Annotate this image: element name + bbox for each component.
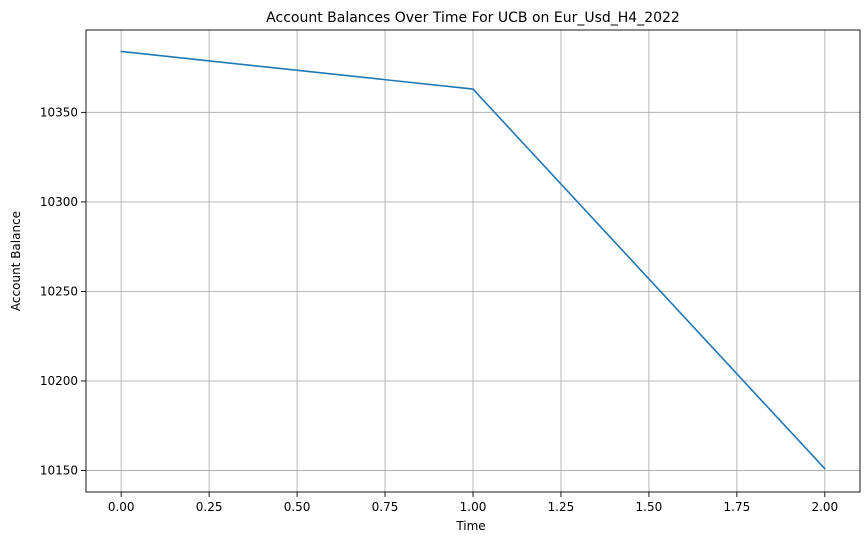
x-tick-label: 1.75 — [724, 500, 751, 514]
x-tick-label: 0.00 — [108, 500, 135, 514]
y-axis-label: Account Balance — [9, 211, 23, 311]
x-tick-label: 1.50 — [636, 500, 663, 514]
x-tick-label: 0.75 — [372, 500, 399, 514]
x-axis: 0.00 0.25 0.50 0.75 1.00 1.25 1.50 1.75 2.00 — [108, 492, 838, 514]
x-axis-label: Time — [455, 519, 485, 533]
series-layer — [120, 50, 826, 470]
x-tick-label: 1.00 — [460, 500, 487, 514]
y-tick-label: 10300 — [40, 195, 78, 209]
series-line — [120, 50, 826, 470]
x-tick-label: 0.25 — [196, 500, 223, 514]
y-axis: 10150 10200 10250 10300 10350 — [40, 105, 86, 478]
x-tick-label: 2.00 — [811, 500, 838, 514]
y-tick-label: 10350 — [40, 105, 78, 119]
x-tick-label: 0.50 — [284, 500, 311, 514]
y-tick-label: 10150 — [40, 464, 78, 478]
chart-title: Account Balances Over Time For UCB on Eu… — [266, 10, 680, 26]
y-tick-label: 10200 — [40, 374, 78, 388]
grid — [86, 30, 860, 492]
x-tick-label: 1.25 — [548, 500, 575, 514]
y-tick-label: 10250 — [40, 284, 78, 298]
